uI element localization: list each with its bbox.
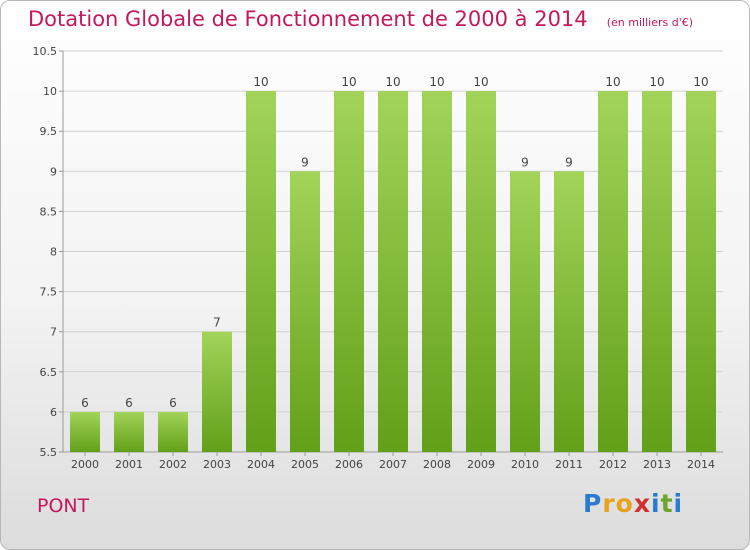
bar-value-label: 9 [301, 155, 309, 169]
chart-unit-note: (en milliers d'€) [606, 16, 694, 29]
x-tick-label: 2010 [511, 458, 539, 471]
bar-value-label: 6 [169, 396, 177, 410]
logo-letter: i [673, 489, 684, 518]
x-tick-label: 2012 [599, 458, 627, 471]
y-tick-label: 5.5 [40, 446, 58, 459]
bar [422, 91, 452, 452]
logo-letter: o [615, 489, 634, 518]
bar-value-label: 9 [521, 155, 529, 169]
bar-value-label: 10 [429, 75, 444, 89]
chart-title-text: Dotation Globale de Fonctionnement de 20… [28, 7, 588, 31]
bar-value-label: 10 [649, 75, 664, 89]
y-tick-label: 8 [50, 246, 57, 259]
bar [510, 171, 540, 453]
bar [70, 411, 100, 452]
bar-value-label: 10 [253, 75, 268, 89]
x-tick-label: 2006 [335, 458, 363, 471]
bar [290, 171, 320, 453]
x-tick-label: 2007 [379, 458, 407, 471]
y-tick-label: 10 [43, 85, 57, 98]
bar-value-label: 10 [605, 75, 620, 89]
x-tick-label: 2008 [423, 458, 451, 471]
logo-letter: i [651, 489, 661, 518]
bar-value-label: 10 [473, 75, 488, 89]
y-tick-label: 8.5 [40, 205, 58, 218]
commune-name: PONT [37, 495, 90, 517]
bar [158, 411, 188, 452]
bar-value-label: 6 [81, 396, 89, 410]
y-tick-label: 6 [50, 406, 57, 419]
x-tick-label: 2013 [643, 458, 671, 471]
proxiti-logo[interactable]: Proxiti [583, 489, 683, 518]
bar-value-label: 7 [213, 316, 221, 330]
bar [114, 411, 144, 452]
bar [334, 91, 364, 452]
x-tick-label: 2002 [159, 458, 187, 471]
y-tick-label: 7 [50, 326, 57, 339]
bar [642, 91, 672, 452]
bar-value-label: 6 [125, 396, 133, 410]
chart-title: Dotation Globale de Fonctionnement de 20… [28, 7, 693, 31]
bar-value-label: 10 [341, 75, 356, 89]
y-tick-label: 9 [50, 165, 57, 178]
y-tick-label: 10.5 [33, 45, 58, 58]
bar [598, 91, 628, 452]
x-tick-label: 2003 [203, 458, 231, 471]
x-tick-label: 2001 [115, 458, 143, 471]
y-tick-label: 7.5 [40, 286, 58, 299]
x-tick-label: 2011 [555, 458, 583, 471]
x-tick-label: 2009 [467, 458, 495, 471]
logo-letter: x [633, 489, 651, 518]
logo-letter: r [602, 489, 616, 518]
logo-letter: t [660, 489, 674, 518]
bar-value-label: 10 [385, 75, 400, 89]
y-tick-label: 6.5 [40, 366, 58, 379]
bar [202, 331, 232, 452]
y-tick-label: 9.5 [40, 125, 58, 138]
labels: 5.5 6 6.5 7 7.5 8 8.5 9 9.5 10 10.5 6 2000 6 2001 6 2002… [33, 45, 716, 471]
bar-value-label: 9 [565, 155, 573, 169]
logo-letter: P [583, 489, 603, 518]
x-tick-label: 2014 [687, 458, 715, 471]
bar [246, 91, 276, 452]
bar [466, 91, 496, 452]
bar [554, 171, 584, 453]
x-tick-label: 2004 [247, 458, 275, 471]
x-tick-label: 2005 [291, 458, 319, 471]
x-tick-label: 2000 [71, 458, 99, 471]
bar [686, 91, 716, 452]
bars [70, 91, 716, 453]
bar [378, 91, 408, 452]
bar-value-label: 10 [693, 75, 708, 89]
